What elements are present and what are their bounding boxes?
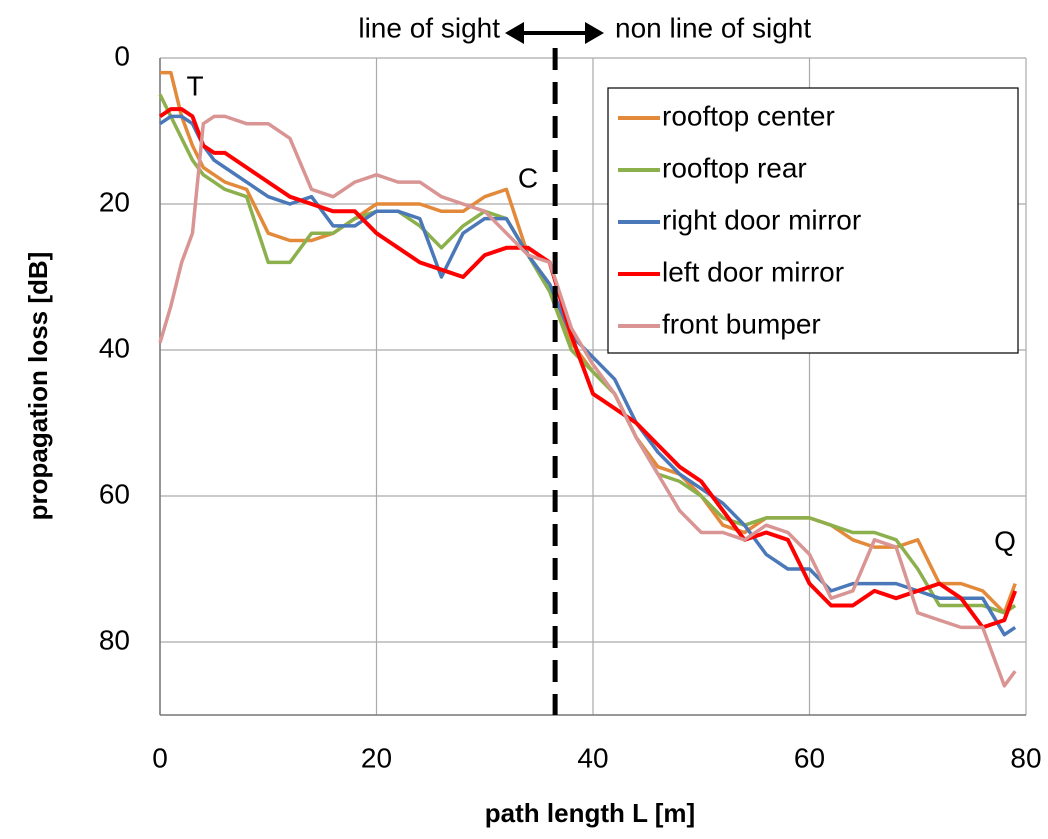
point-label: Q xyxy=(994,525,1016,556)
legend-box xyxy=(607,87,1019,354)
legend-label: rooftop rear xyxy=(662,152,807,183)
y-tick-label: 20 xyxy=(99,186,130,217)
double-arrow xyxy=(505,22,604,44)
region-label: non line of sight xyxy=(615,12,811,43)
region-label: line of sight xyxy=(358,12,500,43)
grid xyxy=(159,57,1027,715)
series-line xyxy=(158,114,1017,688)
y-tick-label: 60 xyxy=(99,478,130,509)
legend-label: rooftop center xyxy=(662,100,835,131)
point-label: C xyxy=(518,162,538,193)
x-tick-label: 0 xyxy=(152,742,168,773)
legend-label: right door mirror xyxy=(662,204,861,235)
x-tick-label: 80 xyxy=(1010,742,1041,773)
x-axis-title: path length L [m] xyxy=(485,798,695,828)
series-line xyxy=(158,93,1017,615)
legend-label: front bumper xyxy=(662,308,821,339)
x-tick-label: 60 xyxy=(794,742,825,773)
y-tick-label: 0 xyxy=(114,40,130,71)
legend-label: left door mirror xyxy=(662,256,844,287)
series-line xyxy=(159,114,1017,637)
x-tick-label: 40 xyxy=(577,742,608,773)
y-tick-label: 80 xyxy=(99,624,130,655)
y-axis-title: propagation loss [dB] xyxy=(23,252,53,521)
legend: rooftop center rooftop rear right door mir… xyxy=(607,87,1019,354)
x-tick-label: 20 xyxy=(361,742,392,773)
y-tick-label: 40 xyxy=(99,332,130,363)
point-label: T xyxy=(186,70,203,101)
